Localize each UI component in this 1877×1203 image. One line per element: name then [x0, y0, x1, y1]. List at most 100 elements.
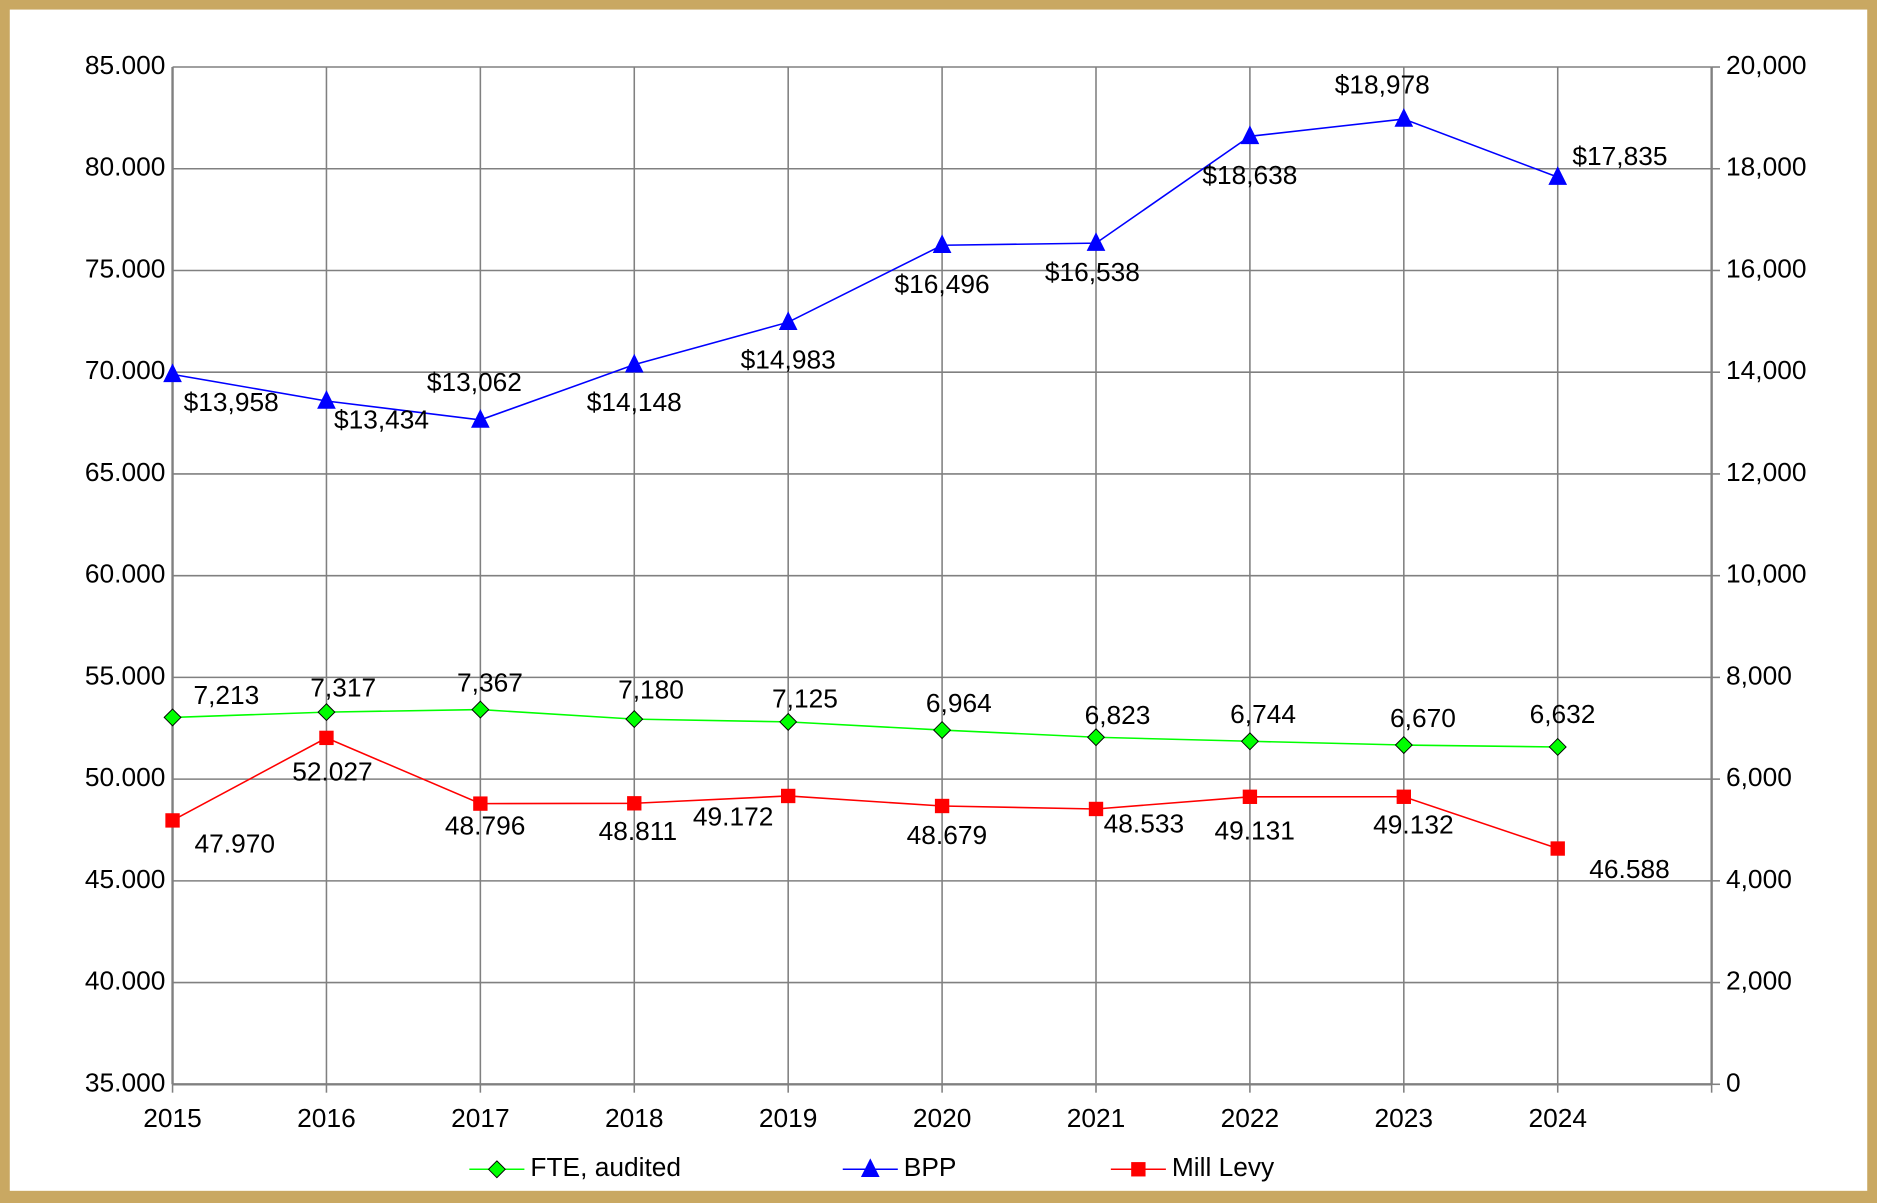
x-tick-label: 2024: [1528, 1103, 1587, 1133]
x-tick-label: 2020: [913, 1103, 972, 1133]
series-line: [172, 118, 1559, 421]
marker: [163, 708, 182, 727]
legend-label: FTE, audited: [530, 1152, 681, 1182]
marker: [933, 721, 952, 740]
marker: [319, 730, 334, 746]
series-line: [172, 708, 1558, 748]
y2-tick-label: 0: [1726, 1067, 1741, 1097]
y-tick-label: 65.000: [85, 457, 165, 487]
marker: [165, 813, 180, 828]
y2-tick-label: 20,000: [1726, 50, 1806, 80]
marker: [163, 363, 182, 383]
data-label: 7,180: [618, 675, 684, 705]
legend-marker: [1131, 1162, 1146, 1177]
data-label: 6,964: [926, 688, 992, 718]
y2-tick-label: 12,000: [1726, 457, 1806, 487]
marker: [1394, 108, 1414, 127]
y-tick-label: 85.000: [85, 50, 165, 80]
marker: [1550, 841, 1565, 856]
marker: [1548, 737, 1567, 757]
marker: [1240, 125, 1260, 145]
marker: [932, 234, 952, 254]
marker: [1396, 789, 1411, 804]
y-tick-label: 50.000: [85, 762, 165, 792]
y2-tick-label: 8,000: [1726, 660, 1792, 690]
data-label: $14,148: [587, 387, 682, 417]
marker: [1088, 801, 1104, 817]
x-tick-label: 2016: [297, 1103, 356, 1133]
marker: [1548, 166, 1568, 185]
marker: [624, 353, 644, 373]
data-label: $18,978: [1335, 70, 1430, 100]
x-tick-label: 2021: [1067, 1103, 1126, 1133]
y-tick-label: 60.000: [85, 559, 165, 589]
y-tick-label: 75.000: [85, 253, 165, 283]
marker: [781, 788, 796, 804]
marker: [471, 409, 490, 428]
data-label: 49.172: [693, 802, 773, 832]
x-tick-label: 2019: [759, 1103, 818, 1133]
data-label: $16,538: [1045, 257, 1140, 287]
data-label: $18,638: [1202, 160, 1297, 190]
data-label: 49.132: [1373, 810, 1453, 840]
marker: [627, 796, 642, 811]
marker: [934, 798, 950, 814]
marker: [1240, 732, 1259, 751]
marker: [1086, 728, 1106, 747]
data-label: 6,632: [1530, 699, 1596, 729]
legend-marker: [487, 1160, 506, 1179]
data-label: 48.679: [907, 820, 987, 850]
data-label: 48.811: [599, 816, 678, 846]
y2-tick-label: 18,000: [1726, 152, 1806, 182]
data-label: 7,213: [193, 680, 259, 710]
marker: [625, 710, 644, 729]
y2-tick-label: 16,000: [1726, 253, 1806, 283]
y2-tick-label: 10,000: [1726, 559, 1806, 589]
marker: [317, 390, 336, 409]
y-tick-label: 40.000: [85, 966, 165, 996]
data-label: 7,125: [772, 683, 838, 713]
y-tick-label: 70.000: [85, 355, 165, 385]
data-label: 7,317: [310, 672, 376, 702]
y-tick-label: 45.000: [85, 864, 165, 894]
legend-label: Mill Levy: [1172, 1152, 1275, 1182]
data-label: 46.588: [1589, 854, 1669, 884]
data-label: 7,367: [457, 667, 523, 697]
data-label: 48.796: [445, 811, 525, 841]
marker: [779, 712, 798, 731]
data-label: 49.131: [1214, 816, 1294, 846]
y2-tick-label: 4,000: [1726, 864, 1792, 894]
data-label: $13,062: [427, 367, 522, 397]
marker: [778, 311, 798, 330]
data-label: 6,823: [1085, 700, 1151, 730]
x-tick-label: 2018: [605, 1103, 664, 1133]
data-label: $13,958: [184, 387, 279, 417]
x-tick-label: 2017: [451, 1103, 510, 1133]
data-label: $13,434: [334, 404, 429, 434]
legend-label: BPP: [904, 1152, 957, 1182]
y-tick-label: 80.000: [85, 152, 165, 182]
data-label: 48.533: [1104, 809, 1184, 839]
marker: [1394, 735, 1413, 755]
y-tick-label: 35.000: [85, 1067, 165, 1097]
data-label: 47.970: [195, 829, 275, 859]
x-tick-label: 2015: [143, 1103, 202, 1133]
x-tick-label: 2023: [1375, 1103, 1434, 1133]
marker: [1242, 789, 1258, 804]
panel: [9, 9, 1868, 1191]
marker: [1086, 232, 1106, 251]
marker: [473, 796, 488, 811]
y-tick-label: 55.000: [85, 660, 165, 690]
x-tick-label: 2022: [1221, 1103, 1280, 1133]
series-line: [172, 737, 1558, 850]
y2-tick-label: 2,000: [1726, 966, 1792, 996]
data-label: 52.027: [292, 757, 372, 787]
y2-tick-label: 14,000: [1726, 355, 1806, 385]
legend-marker: [860, 1158, 880, 1178]
marker: [317, 703, 336, 722]
data-label: $17,835: [1572, 141, 1667, 171]
data-label: $14,983: [741, 345, 836, 375]
data-label: 6,670: [1390, 703, 1456, 733]
